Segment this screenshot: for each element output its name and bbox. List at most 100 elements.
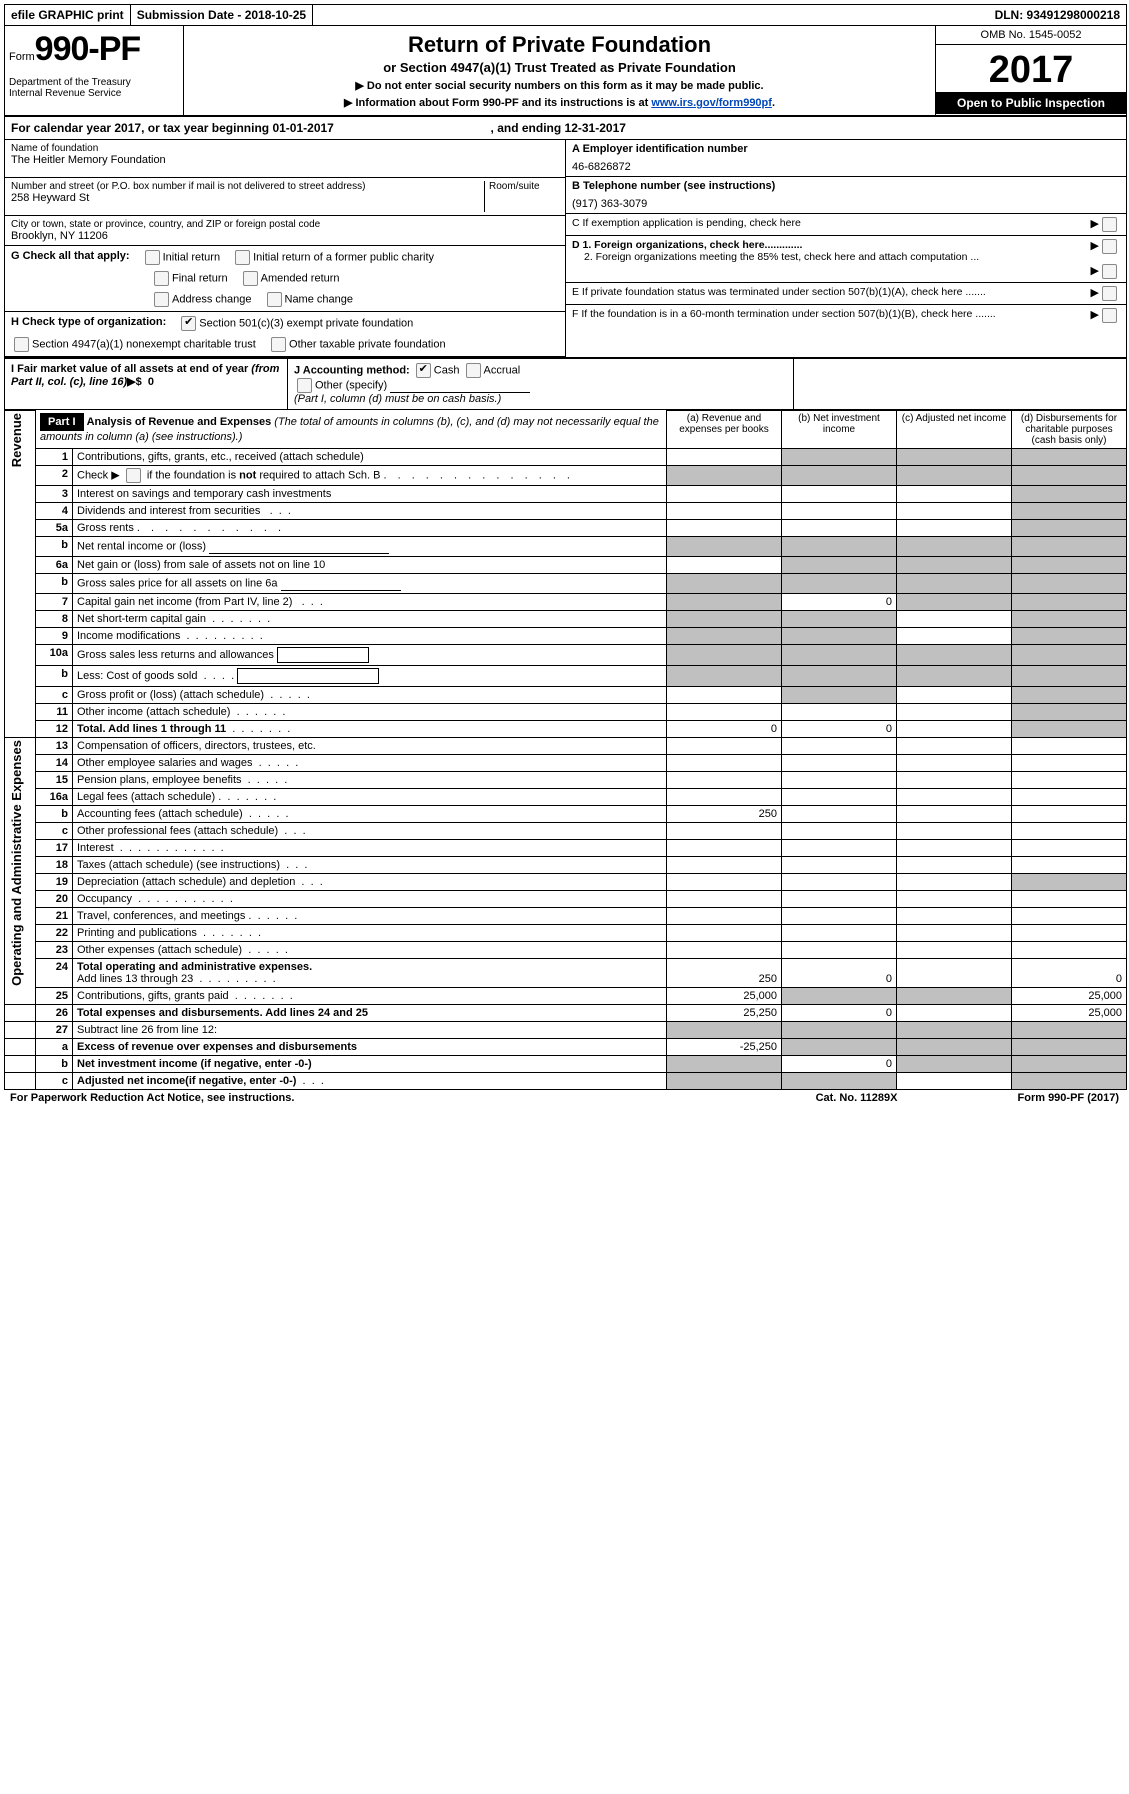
- arrow-icon: ▶: [1091, 286, 1099, 299]
- line-8: Net short-term capital gain: [77, 613, 206, 625]
- h-opt-1: Section 4947(a)(1) nonexempt charitable …: [32, 338, 256, 350]
- g-opt-4: Address change: [172, 293, 252, 305]
- line-6a: Net gain or (loss) from sale of assets n…: [73, 557, 667, 574]
- chk-501c3[interactable]: ✔: [181, 316, 196, 331]
- val-12b: 0: [782, 721, 897, 738]
- h-label: H Check type of organization:: [11, 316, 166, 331]
- chk-other[interactable]: [297, 378, 312, 393]
- line-13: Compensation of officers, directors, tru…: [73, 738, 667, 755]
- line-5b: Net rental income or (loss): [77, 540, 206, 552]
- val-24a: 250: [667, 959, 782, 988]
- chk-initial-former[interactable]: [235, 250, 250, 265]
- arrow-icon: ▶: [1091, 239, 1099, 252]
- chk-other-taxable[interactable]: [271, 337, 286, 352]
- val-26d: 25,000: [1012, 1005, 1127, 1022]
- a-label: A Employer identification number: [572, 143, 1120, 155]
- part1-label: Part I: [40, 413, 84, 431]
- line-2: Check ▶ if the foundation is not require…: [73, 466, 667, 486]
- g-opt-1: Initial return of a former public charit…: [253, 251, 434, 263]
- form-word: Form: [9, 51, 35, 63]
- chk-address-change[interactable]: [154, 292, 169, 307]
- g-opt-5: Name change: [285, 293, 354, 305]
- j-label: J Accounting method:: [294, 364, 410, 376]
- cal-pre: For calendar year 2017, or tax year begi…: [11, 121, 272, 135]
- h-opt-2: Other taxable private foundation: [289, 338, 446, 350]
- line-3: Interest on savings and temporary cash i…: [73, 486, 667, 503]
- g-section: G Check all that apply: Initial return I…: [5, 246, 565, 312]
- line-10a: Gross sales less returns and allowances: [77, 649, 274, 661]
- col-c: (c) Adjusted net income: [897, 411, 1012, 449]
- chk-initial-return[interactable]: [145, 250, 160, 265]
- val-7b: 0: [782, 594, 897, 611]
- expenses-side-label: Operating and Administrative Expenses: [9, 740, 24, 986]
- line-25: Contributions, gifts, grants paid: [77, 990, 229, 1002]
- chk-d1[interactable]: [1102, 239, 1117, 254]
- chk-c[interactable]: [1102, 217, 1117, 232]
- g-opt-2: Final return: [172, 272, 228, 284]
- val-12a: 0: [667, 721, 782, 738]
- cal-end: 12-31-2017: [565, 121, 626, 135]
- line-9: Income modifications: [77, 630, 180, 642]
- line-14: Other employee salaries and wages: [77, 757, 252, 769]
- cal-mid: , and ending: [491, 121, 565, 135]
- line-26: Total expenses and disbursements. Add li…: [77, 1007, 368, 1019]
- note1: ▶ Do not enter social security numbers o…: [190, 79, 929, 92]
- line-6b: Gross sales price for all assets on line…: [77, 577, 278, 589]
- chk-accrual[interactable]: [466, 363, 481, 378]
- form-container: efile GRAPHIC print Submission Date - 20…: [4, 4, 1127, 1090]
- header-right: OMB No. 1545-0052 2017 Open to Public In…: [936, 26, 1126, 115]
- city-state-zip: Brooklyn, NY 11206: [11, 230, 559, 242]
- f-label: F If the foundation is in a 60-month ter…: [572, 308, 1091, 320]
- line-24: Total operating and administrative expen…: [77, 961, 312, 973]
- line-16a: Legal fees (attach schedule): [77, 791, 215, 803]
- header-row: Form990-PF Department of the Treasury In…: [5, 26, 1126, 117]
- chk-cash[interactable]: ✔: [416, 363, 431, 378]
- chk-amended-return[interactable]: [243, 271, 258, 286]
- val-26a: 25,250: [667, 1005, 782, 1022]
- chk-e[interactable]: [1102, 286, 1117, 301]
- line-16c: Other professional fees (attach schedule…: [77, 825, 278, 837]
- footer-center: Cat. No. 11289X: [816, 1092, 898, 1104]
- chk-final-return[interactable]: [154, 271, 169, 286]
- footer-left: For Paperwork Reduction Act Notice, see …: [10, 1092, 294, 1104]
- line-18: Taxes (attach schedule) (see instruction…: [77, 859, 280, 871]
- line-27: Subtract line 26 from line 12:: [73, 1022, 667, 1039]
- line-7: Capital gain net income (from Part IV, l…: [77, 596, 292, 608]
- city-label: City or town, state or province, country…: [11, 219, 559, 230]
- line-24b: Add lines 13 through 23: [77, 973, 193, 985]
- foundation-name: The Heitler Memory Foundation: [11, 154, 559, 166]
- footer-right: Form 990-PF (2017): [1018, 1092, 1120, 1104]
- note2: ▶ Information about Form 990-PF and its …: [190, 96, 929, 109]
- arrow-icon: ▶: [1091, 217, 1099, 230]
- efile-label: efile GRAPHIC print: [5, 5, 131, 25]
- footer: For Paperwork Reduction Act Notice, see …: [4, 1090, 1125, 1106]
- line-5a: Gross rents: [77, 522, 134, 534]
- open-inspection: Open to Public Inspection: [936, 92, 1126, 114]
- chk-schB[interactable]: [126, 468, 141, 483]
- chk-4947a1[interactable]: [14, 337, 29, 352]
- street-address: 258 Heyward St: [11, 192, 480, 204]
- name-label: Name of foundation: [11, 143, 559, 154]
- ein: 46-6826872: [572, 161, 1120, 173]
- chk-d2[interactable]: [1102, 264, 1117, 279]
- top-bar: efile GRAPHIC print Submission Date - 20…: [5, 5, 1126, 26]
- line-10b: Less: Cost of goods sold: [77, 670, 197, 682]
- instructions-link[interactable]: www.irs.gov/form990pf: [651, 97, 772, 109]
- i-j-row: I Fair market value of all assets at end…: [5, 358, 1126, 410]
- line-1: Contributions, gifts, grants, etc., rece…: [73, 449, 667, 466]
- col-b: (b) Net investment income: [782, 411, 897, 449]
- line-10c: Gross profit or (loss) (attach schedule): [77, 689, 264, 701]
- addr-label: Number and street (or P.O. box number if…: [11, 181, 480, 192]
- chk-f[interactable]: [1102, 308, 1117, 323]
- j-note: (Part I, column (d) must be on cash basi…: [294, 393, 501, 405]
- d1-label: D 1. Foreign organizations, check here..…: [572, 239, 1087, 251]
- phone: (917) 363-3079: [572, 198, 1120, 210]
- chk-name-change[interactable]: [267, 292, 282, 307]
- col-d: (d) Disbursements for charitable purpose…: [1012, 411, 1127, 449]
- line-15: Pension plans, employee benefits: [77, 774, 242, 786]
- val-24b: 0: [782, 959, 897, 988]
- line-21: Travel, conferences, and meetings: [77, 910, 245, 922]
- line-23: Other expenses (attach schedule): [77, 944, 242, 956]
- header-center: Return of Private Foundation or Section …: [184, 26, 936, 115]
- val-24d: 0: [1012, 959, 1127, 988]
